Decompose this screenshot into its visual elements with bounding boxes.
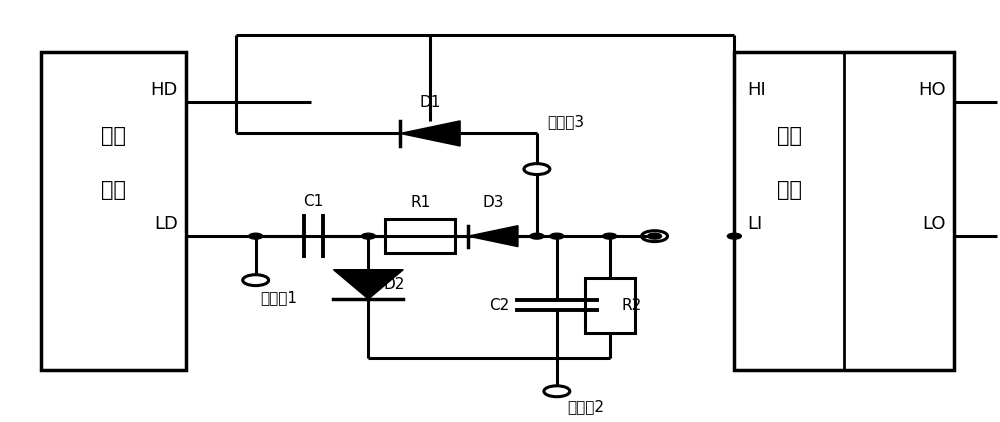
Text: 输入端1: 输入端1 bbox=[261, 291, 298, 306]
Bar bbox=[41, 52, 186, 370]
Text: LI: LI bbox=[747, 215, 763, 233]
Text: 电路: 电路 bbox=[101, 180, 126, 200]
Text: HI: HI bbox=[747, 81, 766, 99]
Circle shape bbox=[361, 233, 375, 239]
Circle shape bbox=[727, 233, 741, 239]
Text: D3: D3 bbox=[482, 195, 504, 210]
Bar bbox=[385, 219, 455, 253]
Circle shape bbox=[648, 233, 662, 239]
Text: R1: R1 bbox=[410, 195, 430, 210]
Polygon shape bbox=[468, 226, 518, 246]
Text: 控制: 控制 bbox=[101, 125, 126, 146]
Text: 电路: 电路 bbox=[777, 180, 802, 200]
Text: 接地端2: 接地端2 bbox=[567, 399, 604, 414]
Text: 驱动: 驱动 bbox=[777, 125, 802, 146]
Polygon shape bbox=[400, 121, 460, 146]
Text: LD: LD bbox=[154, 215, 178, 233]
Circle shape bbox=[603, 233, 617, 239]
Text: R2: R2 bbox=[622, 298, 642, 313]
Circle shape bbox=[249, 233, 263, 239]
Text: 输出端3: 输出端3 bbox=[547, 114, 584, 129]
Bar bbox=[585, 278, 635, 333]
Text: D2: D2 bbox=[383, 277, 405, 292]
Text: C1: C1 bbox=[303, 194, 324, 209]
Circle shape bbox=[550, 233, 564, 239]
Text: LO: LO bbox=[922, 215, 946, 233]
Text: D1: D1 bbox=[420, 95, 441, 111]
Bar bbox=[734, 52, 954, 370]
Text: C2: C2 bbox=[489, 298, 509, 313]
Text: HO: HO bbox=[918, 81, 946, 99]
Circle shape bbox=[530, 233, 544, 239]
Text: HD: HD bbox=[151, 81, 178, 99]
Polygon shape bbox=[333, 270, 403, 299]
